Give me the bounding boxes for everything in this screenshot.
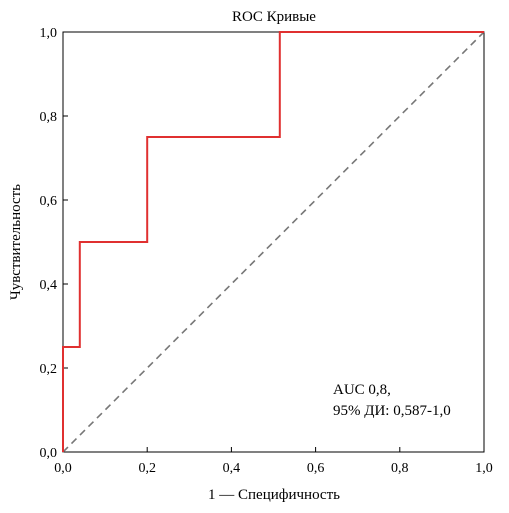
x-axis-label: 1 — Специфичность [208,487,340,503]
y-axis-label: Чувствительность [8,184,24,300]
y-tick-label: 0,2 [40,362,58,377]
annotation-ci: 95% ДИ: 0,587-1,0 [333,403,451,419]
plot-frame [62,31,485,453]
y-tick-label: 0,8 [40,110,58,125]
x-tick-label: 0,4 [223,461,241,476]
y-tick-label: 0,0 [40,446,58,461]
y-tick-label: 0,6 [40,194,58,209]
annotation-auc: AUC 0,8, [333,382,391,398]
y-tick-label: 0,4 [40,278,58,293]
reference-diagonal-line [62,31,485,453]
roc-curve-line [62,31,484,452]
x-tick-label: 0,6 [307,461,325,476]
x-tick-label: 1,0 [475,461,493,476]
axis-ticks: 0,0 0,2 0,4 0,6 0,8 1,0 0,0 0,2 0,4 0,6 0,8 1,0 [40,26,493,476]
chart-title: ROC Кривые [232,9,316,25]
x-tick-label: 0,8 [391,461,409,476]
x-tick-label: 0,0 [54,461,72,476]
x-tick-label: 0,2 [138,461,156,476]
y-tick-label: 1,0 [40,26,58,41]
series-layer [62,31,485,453]
